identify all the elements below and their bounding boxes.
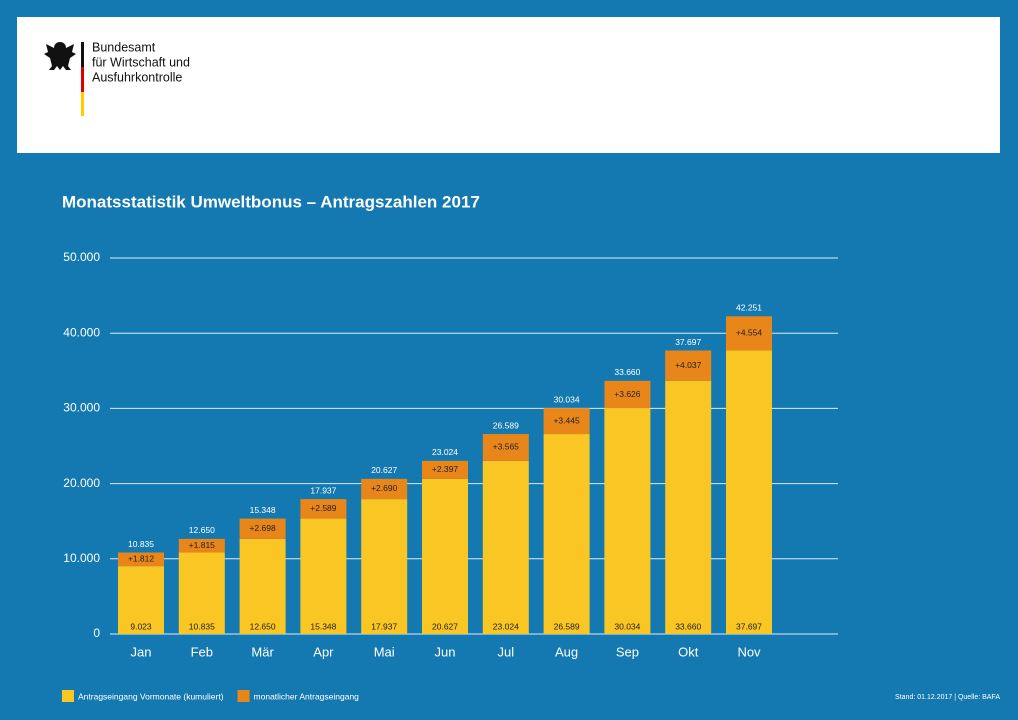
value-label: 37.697 <box>736 621 762 631</box>
value-label: +2.698 <box>249 523 276 533</box>
bar-segment <box>543 434 590 634</box>
value-label: +4.037 <box>675 360 702 370</box>
legend-label: Antragseingang Vormonate (kumuliert) <box>78 691 224 701</box>
value-label: +3.626 <box>614 389 641 399</box>
bar-segment <box>178 552 225 634</box>
logo <box>44 42 84 116</box>
x-tick-label: Sep <box>616 644 639 659</box>
bar-segment <box>422 478 468 634</box>
source-note: Stand: 01.12.2017 | Quelle: BAFA <box>895 694 1000 701</box>
total-label: 23.024 <box>432 447 458 457</box>
bar-segment <box>239 518 286 539</box>
bar-segment <box>300 499 347 519</box>
value-label: 9.023 <box>130 621 152 631</box>
total-label: 42.251 <box>736 303 762 313</box>
legend-swatch <box>62 690 74 702</box>
value-label: +2.690 <box>371 483 398 493</box>
bar-segment <box>665 350 712 381</box>
value-label: +3.565 <box>493 442 520 452</box>
bar-segment <box>482 434 529 461</box>
value-label: +4.554 <box>736 328 763 338</box>
value-label: 23.024 <box>493 621 519 631</box>
bar-segment <box>361 478 408 500</box>
value-label: +2.589 <box>310 503 337 513</box>
total-label: 33.660 <box>614 367 640 377</box>
value-label: 15.348 <box>310 621 336 631</box>
bar-segment <box>178 538 225 553</box>
value-label: 12.650 <box>250 621 276 631</box>
value-label: 30.034 <box>614 621 640 631</box>
chart-title: Monatsstatistik Umweltbonus – Antragszah… <box>62 192 480 211</box>
bar-segment <box>726 350 772 634</box>
x-tick-label: Mär <box>251 644 274 659</box>
value-label: +1.812 <box>128 554 155 564</box>
bar-segment <box>118 566 164 634</box>
bar-segment <box>543 408 590 435</box>
value-label: 33.660 <box>675 621 701 631</box>
bar-segment <box>422 460 468 479</box>
total-label: 10.835 <box>128 539 154 549</box>
org-name: Ausfuhrkontrolle <box>92 70 182 84</box>
bar-segment <box>361 499 408 634</box>
x-tick-label: Apr <box>313 644 334 659</box>
total-label: 12.650 <box>189 525 215 535</box>
legend-swatch <box>237 690 250 702</box>
bar-segment <box>239 538 286 634</box>
value-label: +1.815 <box>189 540 216 550</box>
legend-label: monatlicher Antragseingang <box>254 691 360 701</box>
y-tick-label: 30.000 <box>63 401 100 415</box>
x-tick-label: Jun <box>435 644 456 659</box>
total-label: 20.627 <box>371 465 397 475</box>
header-box <box>17 17 1000 153</box>
bar-segment <box>604 408 651 634</box>
total-label: 26.589 <box>493 420 519 430</box>
x-tick-label: Aug <box>555 644 578 659</box>
bar-segment <box>300 518 347 634</box>
y-tick-label: 50.000 <box>63 250 100 264</box>
value-label: 26.589 <box>554 621 580 631</box>
value-label: 17.937 <box>371 621 397 631</box>
total-label: 37.697 <box>675 337 701 347</box>
value-label: +2.397 <box>432 464 459 474</box>
bar-segment <box>665 380 712 634</box>
total-label: 15.348 <box>250 505 276 515</box>
x-tick-label: Nov <box>737 644 761 659</box>
value-label: 10.835 <box>189 621 215 631</box>
org-name: für Wirtschaft und <box>92 55 190 69</box>
x-tick-label: Mai <box>374 644 395 659</box>
bar-segment <box>604 380 651 409</box>
bar-segment <box>482 460 529 634</box>
y-tick-label: 10.000 <box>63 551 100 565</box>
x-tick-label: Jul <box>497 644 514 659</box>
value-label: 20.627 <box>432 621 458 631</box>
x-tick-label: Feb <box>191 644 213 659</box>
y-tick-label: 20.000 <box>63 476 100 490</box>
org-name: Bundesamt <box>92 40 156 54</box>
total-label: 30.034 <box>554 394 580 404</box>
bar-segment <box>118 552 164 567</box>
x-tick-label: Okt <box>678 644 699 659</box>
total-label: 17.937 <box>310 485 336 495</box>
y-tick-label: 0 <box>93 626 100 640</box>
value-label: +3.445 <box>553 415 580 425</box>
x-tick-label: Jan <box>131 644 152 659</box>
bar-segment <box>726 316 772 351</box>
y-tick-label: 40.000 <box>63 325 100 339</box>
